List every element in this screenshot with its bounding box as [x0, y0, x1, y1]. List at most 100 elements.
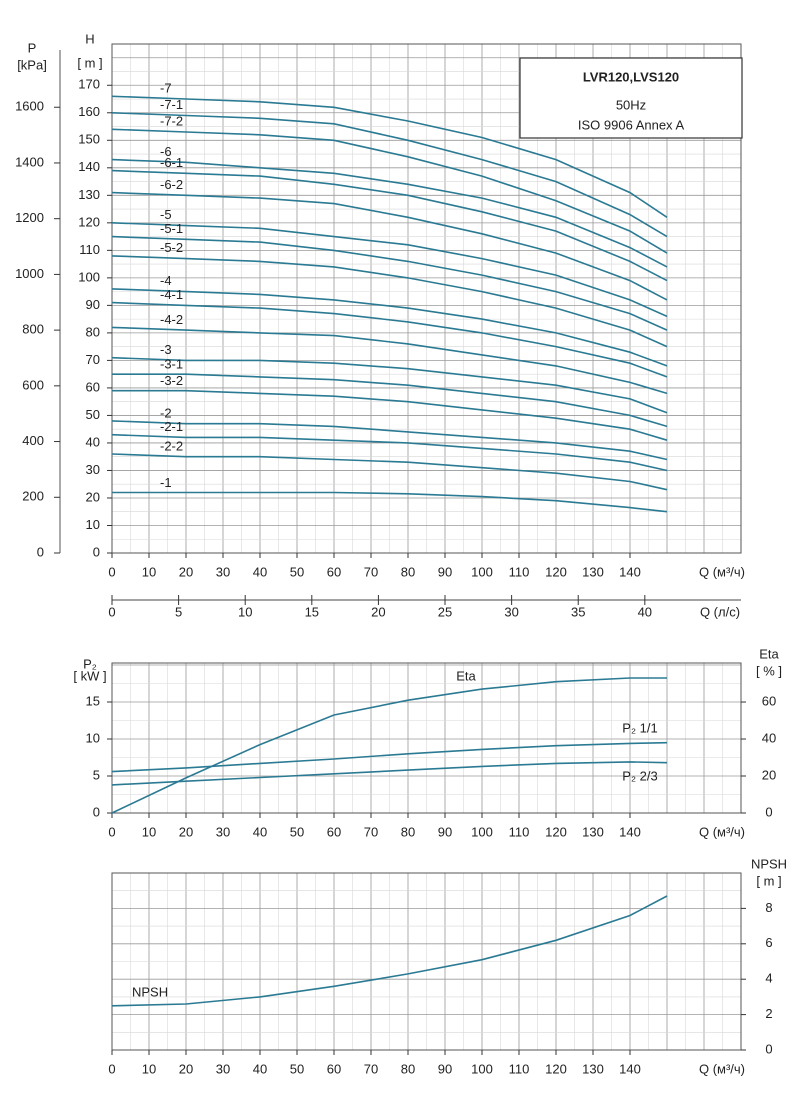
x-tick-label: 50	[290, 824, 304, 839]
x-tick-label: 20	[179, 1061, 193, 1076]
x-tick-label: 100	[471, 564, 493, 579]
curve	[111, 288, 668, 367]
x-tick-label: 140	[619, 564, 641, 579]
y2-axis-unit: [ m ]	[756, 873, 781, 888]
x-tick-label: 60	[327, 824, 341, 839]
x-tick-label: 50	[290, 1061, 304, 1076]
y-tick-label: 20	[86, 489, 100, 504]
curve	[111, 191, 668, 301]
curve	[111, 761, 668, 786]
plot-frame	[111, 662, 742, 814]
y-tick-label: 110	[79, 242, 100, 257]
x-tick-label: 30	[216, 564, 230, 579]
y-tick-label: 10	[86, 517, 100, 532]
curve-label: -5-2	[160, 240, 183, 255]
y-tick-label: 140	[78, 159, 100, 174]
curve	[111, 741, 668, 773]
curve	[112, 491, 668, 513]
curve-label: -6-2	[160, 177, 183, 192]
curve-label: -2	[160, 405, 172, 420]
curve-label: -5	[160, 207, 172, 222]
y2-tick-label: 4	[765, 971, 772, 986]
y-tick-label: 40	[86, 434, 100, 449]
curve	[111, 453, 668, 491]
x-tick-label: 110	[509, 824, 530, 839]
y2-tick-label: 0	[765, 1041, 772, 1056]
x-tick-label: 40	[253, 564, 267, 579]
p-tick-label: 400	[22, 433, 44, 448]
p-tick-label: 1400	[15, 154, 44, 169]
curve-label: -4	[160, 273, 172, 288]
y-axis-label: P₂	[83, 656, 97, 671]
curve-label: -6-1	[160, 155, 183, 170]
x-tick-label: 120	[545, 824, 567, 839]
x-tick-label: 0	[108, 824, 115, 839]
chart-title: LVR120,LVS120	[583, 69, 679, 84]
x2-tick-label: 0	[108, 604, 115, 619]
y2-axis-label: Eta	[759, 646, 779, 661]
x-tick-label: 10	[142, 1061, 156, 1076]
y2-tick-label: 60	[762, 693, 776, 708]
y-tick-label: 30	[86, 462, 100, 477]
x-axis-label: Q (м³/ч)	[699, 564, 745, 579]
p-tick-label: 1200	[15, 210, 44, 225]
x-axis-label: Q (м³/ч)	[699, 824, 745, 839]
y-tick-label: 0	[93, 544, 100, 559]
x-tick-label: 90	[438, 564, 452, 579]
x2-tick-label: 15	[305, 604, 319, 619]
curve-label: -4-1	[160, 287, 183, 302]
x2-tick-label: 30	[504, 604, 518, 619]
curve	[111, 95, 668, 218]
curve-label: NPSH	[132, 984, 168, 999]
y-axis-label: H	[85, 31, 94, 46]
x-tick-label: 80	[401, 824, 415, 839]
p-axis-label: P	[28, 40, 37, 55]
curve	[111, 235, 668, 331]
curve	[111, 433, 668, 472]
x-axis-label: Q (м³/ч)	[699, 1061, 745, 1076]
y-tick-label: 15	[86, 693, 100, 708]
curve	[112, 389, 668, 441]
p-tick-label: 600	[22, 377, 44, 392]
x2-tick-label: 35	[571, 604, 585, 619]
y2-tick-label: 20	[762, 767, 776, 782]
curve-label: -2-2	[160, 438, 183, 453]
x-tick-label: 60	[327, 1061, 341, 1076]
y-tick-label: 170	[78, 77, 100, 92]
y-axis-unit: [ kW ]	[73, 668, 106, 683]
x-tick-label: 90	[438, 1061, 452, 1076]
x-tick-label: 20	[179, 564, 193, 579]
y-tick-label: 70	[86, 352, 100, 367]
curve	[111, 301, 668, 378]
x-tick-label: 140	[619, 1061, 641, 1076]
x-tick-label: 100	[471, 1061, 493, 1076]
curve-label: -7	[160, 81, 172, 96]
y2-axis-unit: [ % ]	[756, 663, 782, 678]
x2-axis-label: Q (л/с)	[700, 604, 740, 619]
curve-label: -6	[160, 144, 172, 159]
y2-tick-label: 8	[765, 900, 772, 915]
curve	[111, 222, 668, 318]
x2-tick-label: 10	[238, 604, 252, 619]
y2-tick-label: 2	[765, 1006, 772, 1021]
curve-label: -1	[160, 475, 172, 490]
curve-label: P₂ 1/1	[622, 720, 657, 735]
x-tick-label: 30	[216, 824, 230, 839]
y-tick-label: 90	[86, 297, 100, 312]
curve-label: -3-1	[160, 357, 183, 372]
x-tick-label: 10	[142, 564, 156, 579]
x-tick-label: 120	[545, 564, 567, 579]
x-tick-label: 100	[471, 824, 493, 839]
curve	[111, 895, 668, 1007]
p-tick-label: 0	[37, 544, 44, 559]
x-tick-label: 80	[401, 564, 415, 579]
y-tick-label: 150	[78, 132, 100, 147]
y2-tick-label: 6	[765, 935, 772, 950]
x-tick-label: 110	[509, 1061, 530, 1076]
x-tick-label: 130	[582, 824, 604, 839]
x-tick-label: 60	[327, 564, 341, 579]
plot-frame	[111, 43, 742, 554]
x-tick-label: 90	[438, 824, 452, 839]
